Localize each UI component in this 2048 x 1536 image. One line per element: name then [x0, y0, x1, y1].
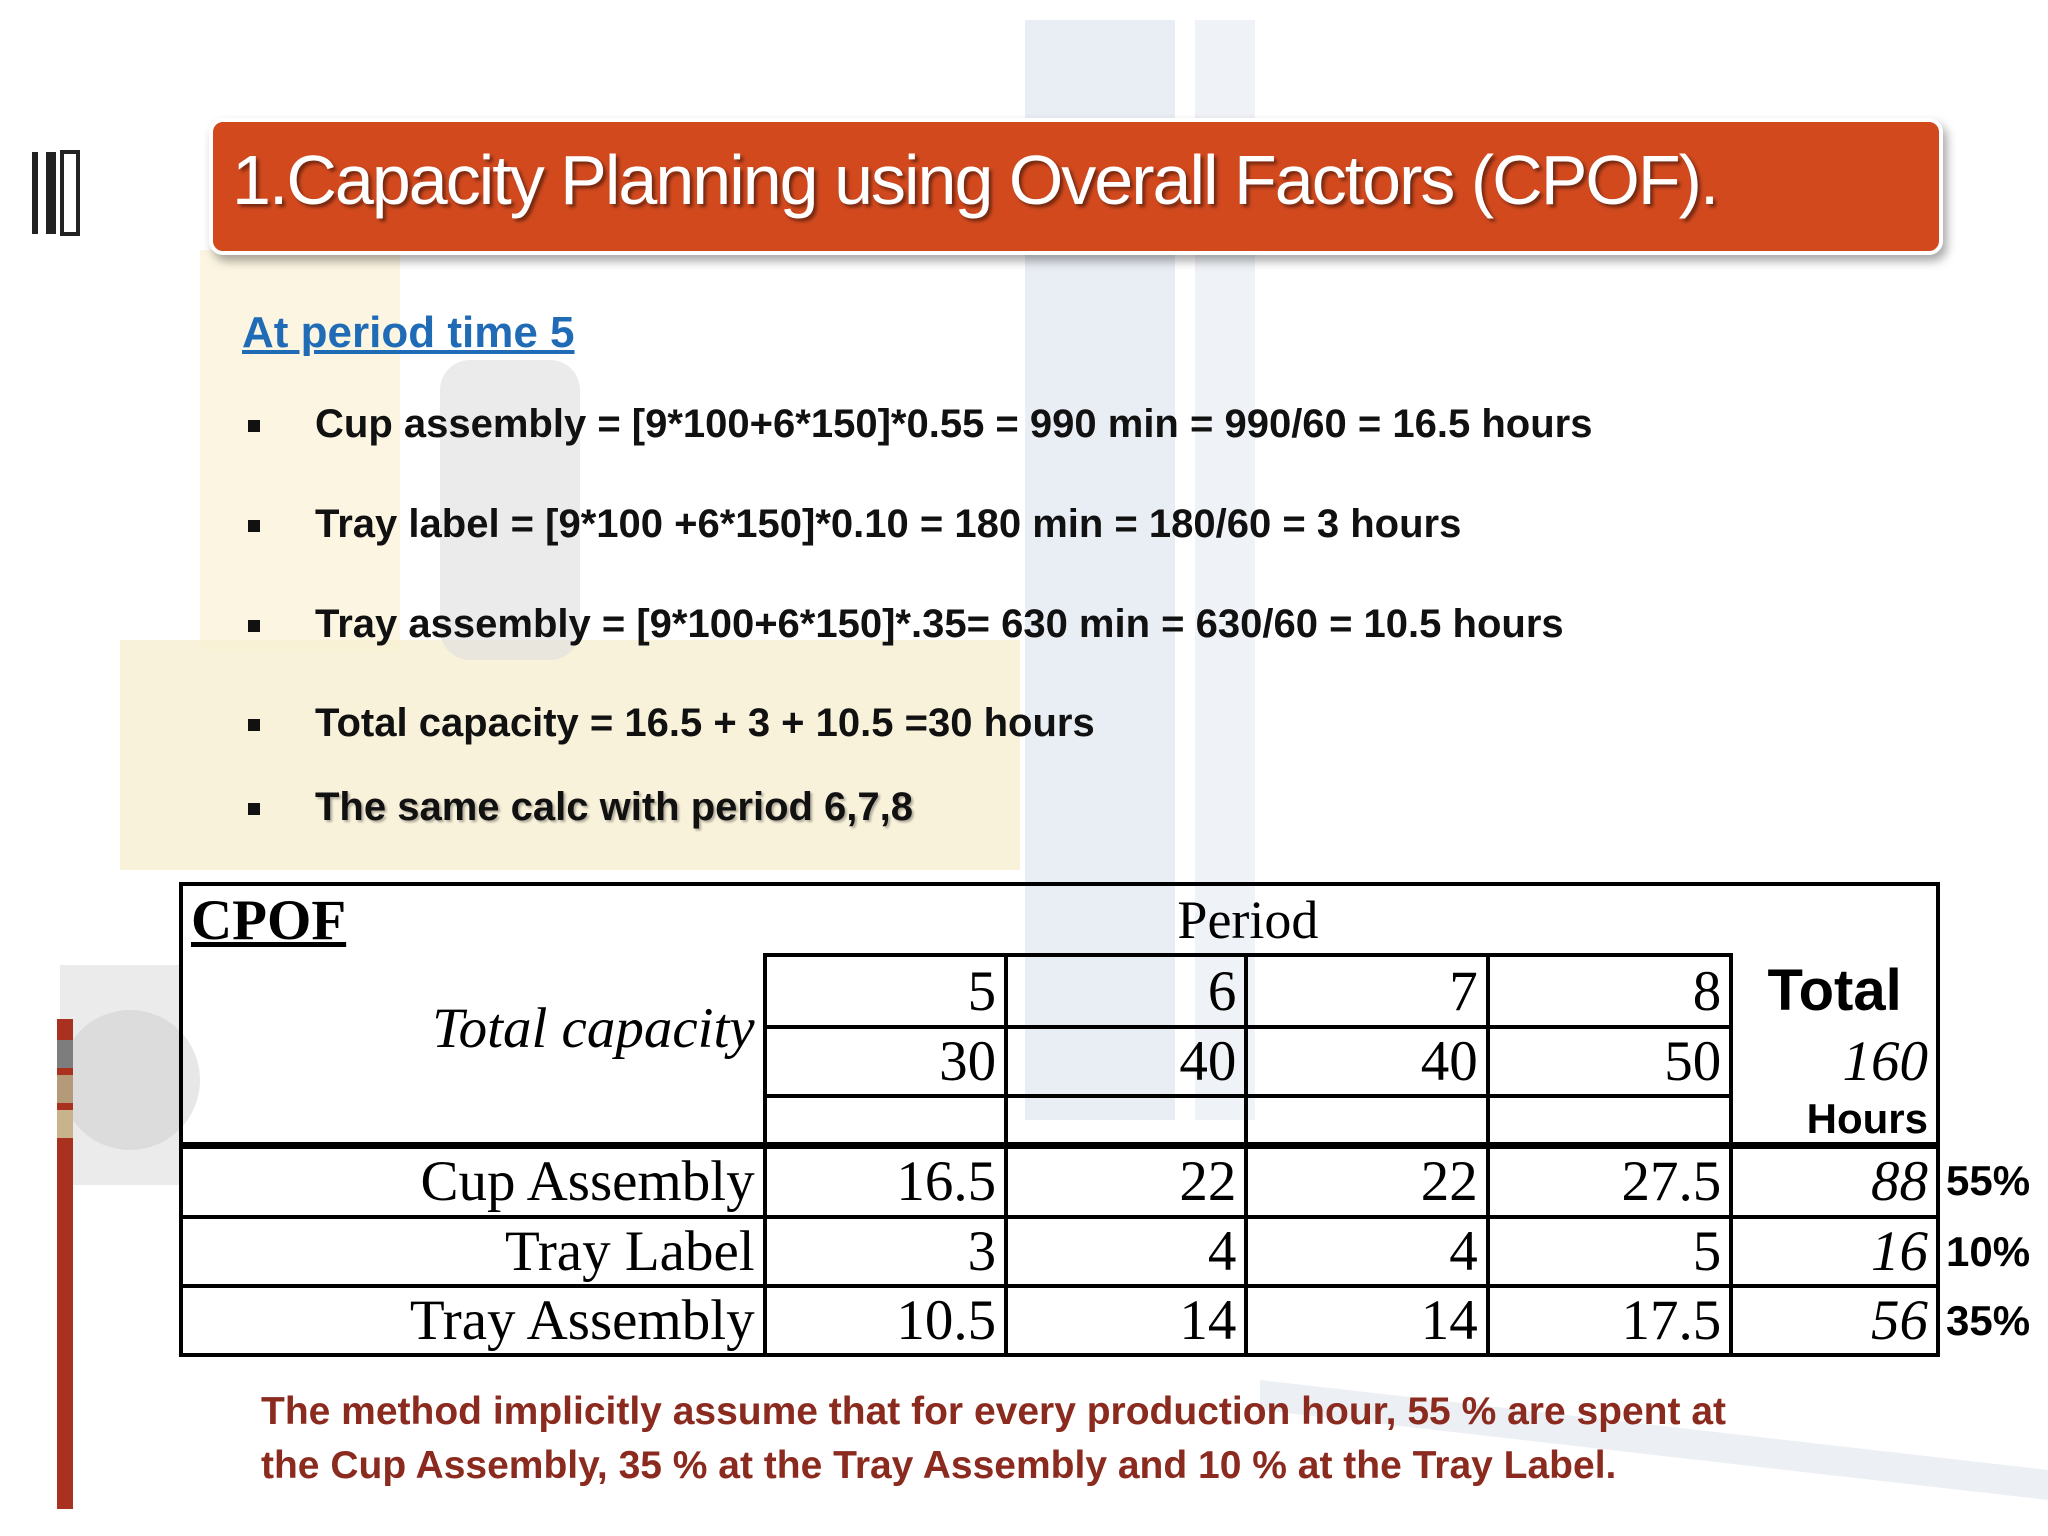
- row-total: 16: [1729, 1215, 1940, 1288]
- corner-cell: CPOF: [179, 882, 765, 955]
- note-line: the Cup Assembly, 35 % at the Tray Assem…: [261, 1444, 1617, 1487]
- value-cell: 3: [762, 1215, 1009, 1288]
- bullet: Tray label = [9*100 +6*150]*0.10 = 180 m…: [248, 502, 1461, 547]
- period-cell: 6: [1004, 953, 1249, 1029]
- capacity-table: CPOF Period Total capacity 5 6 7 8 Total…: [179, 882, 2048, 1357]
- period-cell: 5: [762, 953, 1009, 1029]
- capacity-cell: 50: [1485, 1025, 1734, 1098]
- capacity-label: Total capacity: [179, 955, 765, 1145]
- fork: [1260, 1380, 2048, 1500]
- value-cell: 16.5: [762, 1141, 1009, 1219]
- bullet: Tray assembly = [9*100+6*150]*.35= 630 m…: [248, 602, 1564, 647]
- value-cell: 10.5: [762, 1284, 1009, 1357]
- side-bar: [57, 1019, 73, 1509]
- row-share: 10%: [1945, 1227, 2031, 1275]
- value-cell: 5: [1485, 1215, 1734, 1288]
- note-line: The method implicitly assume that for ev…: [261, 1390, 1726, 1433]
- value-cell: 17.5: [1485, 1284, 1734, 1357]
- table-row: 30 40 40 50 160: [181, 1025, 2046, 1098]
- table-row: Total capacity 5 6 7 8 Total: [179, 953, 2046, 1145]
- side-square: [57, 1110, 73, 1138]
- wheel-cover: [60, 965, 180, 1185]
- forklift-body: [120, 640, 1020, 870]
- total-header: Total: [1731, 955, 1940, 1027]
- row-label: Tray Assembly: [179, 1284, 767, 1357]
- value-cell: 22: [1244, 1141, 1490, 1219]
- value-cell: 14: [1004, 1284, 1249, 1357]
- period-cell: 8: [1485, 953, 1734, 1029]
- icon-bar: [32, 152, 38, 234]
- period-header: Period: [764, 882, 1732, 955]
- empty-cell: [1938, 1027, 2046, 1096]
- empty-cell: [1938, 1096, 2046, 1145]
- bullet-marker: [248, 803, 260, 816]
- bullet: Total capacity = 16.5 + 3 + 10.5 =30 hou…: [248, 701, 1095, 746]
- capacity-total: 160: [1731, 1027, 1940, 1096]
- table-row: Tray Label 3 4 4 5 16 10%: [179, 1215, 2046, 1288]
- bullet-marker: [248, 719, 260, 732]
- bullet-text: The same calc with period 6,7,8: [315, 785, 914, 829]
- capacity-cell: 40: [1244, 1025, 1490, 1098]
- subtitle: At period time 5: [242, 308, 575, 357]
- bullet-text: Total capacity = 16.5 + 3 + 10.5 =30 hou…: [315, 701, 1095, 745]
- empty-cell: [762, 1094, 1009, 1147]
- empty-cell: [1244, 1094, 1490, 1147]
- row-label: Cup Assembly: [179, 1141, 767, 1219]
- side-square: [57, 1040, 73, 1068]
- empty-cell: [1731, 882, 1940, 955]
- seat: [440, 360, 580, 660]
- bullet: Cup assembly = [9*100+6*150]*0.55 = 990 …: [248, 402, 1592, 447]
- period-cell: 7: [1244, 953, 1490, 1029]
- bullet-marker: [248, 420, 260, 433]
- bullet-text: Tray label = [9*100 +6*150]*0.10 = 180 m…: [315, 502, 1462, 546]
- row-share: 35%: [1945, 1296, 2031, 1344]
- value-cell: 14: [1244, 1284, 1490, 1357]
- value-cell: 4: [1004, 1215, 1249, 1288]
- table-row: Hours: [181, 1094, 2046, 1147]
- forklift-frame: [200, 250, 400, 650]
- empty-cell: [1485, 1094, 1734, 1147]
- value-cell: 27.5: [1485, 1141, 1734, 1219]
- empty-cell: [1938, 955, 2046, 1027]
- icon-bar: [46, 152, 56, 234]
- title-bar: [209, 118, 1943, 255]
- table-row: CPOF Period: [179, 882, 2046, 955]
- bullet: The same calc with period 6,7,8: [248, 785, 913, 830]
- value-cell: 4: [1244, 1215, 1490, 1288]
- row-label: Tray Label: [179, 1215, 767, 1288]
- value-cell: 22: [1004, 1141, 1249, 1219]
- row-total: 56: [1729, 1284, 1940, 1357]
- bullet-marker: [248, 620, 260, 633]
- total-unit: Hours: [1731, 1096, 1940, 1145]
- bullet-text: Tray assembly = [9*100+6*150]*.35= 630 m…: [315, 602, 1564, 646]
- table-row: Tray Assembly 10.5 14 14 17.5 56 35%: [179, 1284, 2046, 1357]
- row-share: 55%: [1945, 1157, 2031, 1204]
- title: 1.Capacity Planning using Overall Factor…: [232, 141, 1719, 219]
- empty-cell: [1938, 884, 2046, 955]
- capacity-cell: 30: [762, 1025, 1009, 1098]
- empty-cell: [1004, 1094, 1249, 1147]
- wheel: [60, 1010, 200, 1150]
- table-row: Cup Assembly 16.5 22 22 27.5 88 55%: [179, 1141, 2046, 1219]
- bullet-text: Cup assembly = [9*100+6*150]*0.55 = 990 …: [315, 402, 1593, 446]
- bullet-marker: [248, 520, 260, 533]
- side-square: [57, 1075, 73, 1103]
- row-total: 88: [1729, 1141, 1940, 1219]
- icon-bar: [60, 150, 80, 236]
- capacity-cell: 40: [1004, 1025, 1249, 1098]
